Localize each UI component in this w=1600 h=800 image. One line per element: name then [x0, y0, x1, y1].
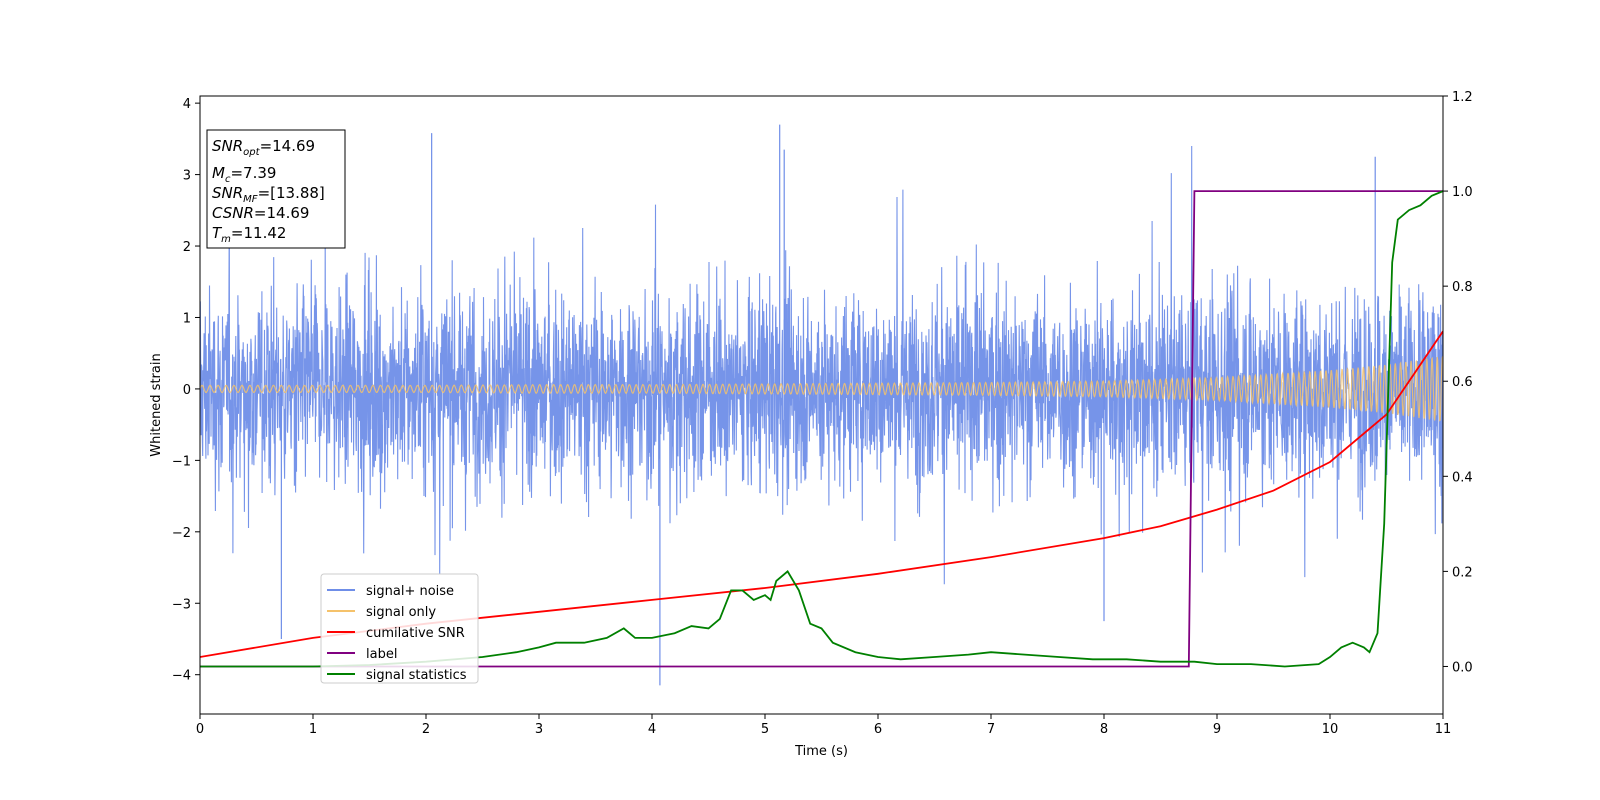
info-box-frame	[206, 129, 346, 249]
y-left-tick-label: 3	[183, 169, 191, 184]
x-axis-label: Time (s)	[794, 744, 848, 759]
series-label	[200, 190, 1443, 668]
legend-frame	[320, 573, 479, 684]
y-left-tick-label: −1	[172, 454, 191, 469]
x-tick-label: 11	[1435, 722, 1452, 737]
y-left-tick-label: 0	[183, 383, 191, 398]
legend-entry-label: cumilative SNR	[366, 626, 465, 641]
x-tick-label: 0	[196, 722, 204, 737]
y-axis-label: Whitened strain	[149, 353, 164, 456]
info-tm: Tm=11.42	[212, 224, 286, 245]
x-tick-label: 10	[1322, 722, 1339, 737]
legend-entry-label: label	[366, 647, 397, 662]
y-left-tick-label: −2	[172, 526, 191, 541]
y-left-tick-label: −3	[172, 597, 191, 612]
x-tick-label: 6	[874, 722, 882, 737]
y-right-tick-label: 1.2	[1452, 90, 1473, 105]
y-right-tick-label: 0.8	[1452, 280, 1473, 295]
y-right-tick-label: 0.0	[1452, 660, 1473, 675]
info-box: SNRopt=14.69 Mc=7.39 SNRMF=[13.88] CSNR=…	[206, 129, 346, 249]
series-signal-statistics	[200, 190, 1443, 668]
legend-entry-label: signal only	[366, 605, 436, 620]
y-left-tick-label: 2	[183, 240, 191, 255]
y-right-tick-label: 0.2	[1452, 565, 1473, 580]
info-snr-opt: SNRopt=14.69	[212, 137, 315, 158]
x-tick-label: 7	[987, 722, 995, 737]
legend-entry-label: signal+ noise	[366, 584, 454, 599]
plot-frame	[199, 95, 1444, 715]
y-right-tick-label: 0.6	[1452, 375, 1473, 390]
legend: signal+ noise signal only cumilative SNR la…	[320, 573, 479, 684]
series-signal-only	[200, 356, 1443, 422]
info-csnr: CSNR=14.69	[212, 204, 309, 222]
info-snr-mf: SNRMF=[13.88]	[212, 184, 325, 205]
x-tick-label: 5	[761, 722, 769, 737]
x-tick-label: 4	[648, 722, 656, 737]
y-left-tick-label: 1	[183, 311, 191, 326]
x-tick-label: 2	[422, 722, 430, 737]
x-tick-label: 3	[535, 722, 543, 737]
y-left-tick-label: −4	[172, 669, 191, 684]
info-mc: Mc=7.39	[212, 164, 276, 185]
y-right-tick-label: 1.0	[1452, 185, 1473, 200]
y-right-tick-label: 0.4	[1452, 470, 1473, 485]
x-tick-label: 1	[309, 722, 317, 737]
y-left-tick-label: 4	[183, 97, 191, 112]
legend-entry-label: signal statistics	[366, 668, 467, 683]
x-tick-label: 8	[1100, 722, 1108, 737]
x-tick-label: 9	[1213, 722, 1221, 737]
